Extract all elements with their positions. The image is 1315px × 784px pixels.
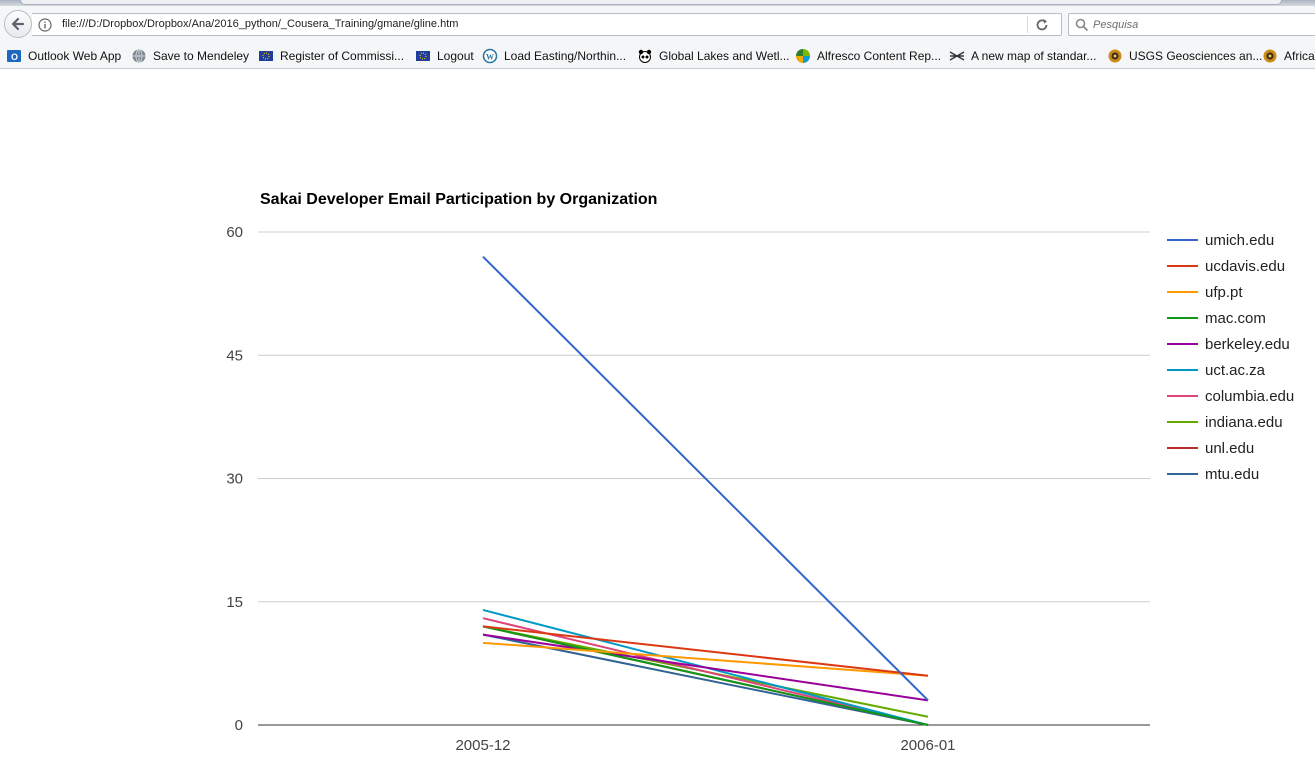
series-line-berkeley-edu: [482, 633, 929, 702]
chart-title: Sakai Developer Email Participation by O…: [260, 191, 657, 208]
bookmark-label: Save to Mendeley: [153, 49, 250, 63]
bookmarks-toolbar: O Outlook Web App Save to Mendeley Register…: [0, 42, 1315, 69]
legend-label: berkeley.edu: [1205, 336, 1290, 353]
back-button[interactable]: [4, 10, 32, 38]
y-tick-label: 0: [235, 717, 243, 734]
y-tick-label: 15: [226, 594, 243, 611]
legend-label: mtu.edu: [1205, 466, 1259, 483]
bookmark-item[interactable]: A new map of standar...: [949, 47, 1096, 65]
legend-label: uct.ac.za: [1205, 362, 1266, 379]
navigation-toolbar: file:///D:/Dropbox/Dropbox/Ana/2016_pyth…: [0, 6, 1315, 42]
outlook-icon: O: [6, 48, 22, 64]
bookmark-label: Load Easting/Northin...: [504, 49, 627, 63]
line-chart: Sakai Developer Email Participation by O…: [226, 191, 1294, 754]
series-line-umich-edu: [482, 255, 929, 702]
bookmark-item[interactable]: Africa: [1262, 47, 1315, 65]
series-line-ufp-pt: [482, 641, 929, 677]
bookmark-label: Africa: [1284, 49, 1315, 63]
legend-label: umich.edu: [1205, 232, 1274, 249]
eu-flag-icon: [415, 48, 431, 64]
bookmark-item[interactable]: O Outlook Web App: [6, 47, 121, 65]
bookmark-item[interactable]: Save to Mendeley: [131, 47, 249, 65]
tab-edge: [20, 0, 1282, 5]
legend-label: ucdavis.edu: [1205, 258, 1285, 275]
bookmark-label: Alfresco Content Rep...: [817, 49, 942, 63]
series-line-ucdavis-edu: [482, 625, 929, 677]
legend-label: mac.com: [1205, 310, 1266, 327]
bookmark-label: Outlook Web App: [28, 49, 122, 63]
y-tick-label: 60: [226, 224, 243, 241]
series-line-mac-com: [482, 625, 929, 726]
map-icon: [949, 48, 965, 64]
panda-icon: [637, 48, 653, 64]
bookmark-item[interactable]: USGS Geosciences an...: [1107, 47, 1262, 65]
bookmark-label: Register of Commissi...: [280, 49, 405, 63]
bookmark-label: USGS Geosciences an...: [1129, 49, 1263, 63]
legend-label: indiana.edu: [1205, 414, 1283, 431]
address-bar[interactable]: file:///D:/Dropbox/Dropbox/Ana/2016_pyth…: [32, 13, 1062, 36]
bookmark-item[interactable]: Global Lakes and Wetl...: [637, 47, 790, 65]
usgs-icon: [1107, 48, 1123, 64]
back-arrow-icon: [11, 17, 25, 31]
svg-text:O: O: [11, 52, 18, 62]
url-divider: [1027, 16, 1028, 33]
eu-flag-icon: [258, 48, 274, 64]
bookmark-label: A new map of standar...: [971, 49, 1097, 63]
x-tick-label: 2006-01: [900, 737, 955, 754]
legend-label: ufp.pt: [1205, 284, 1243, 301]
url-text[interactable]: file:///D:/Dropbox/Dropbox/Ana/2016_pyth…: [62, 18, 459, 30]
bookmark-item[interactable]: Logout: [415, 47, 474, 65]
legend-label: columbia.edu: [1205, 388, 1294, 405]
bookmark-label: Global Lakes and Wetl...: [659, 49, 790, 63]
x-tick-label: 2005-12: [455, 737, 510, 754]
wordpress-icon: W: [482, 48, 498, 64]
series-line-columbia-edu: [482, 617, 929, 726]
bookmark-item[interactable]: Register of Commissi...: [258, 47, 404, 65]
y-tick-label: 45: [226, 347, 243, 364]
globe-icon: [131, 48, 147, 64]
info-icon[interactable]: [38, 18, 52, 32]
search-input[interactable]: [1093, 17, 1303, 33]
y-tick-label: 30: [226, 471, 243, 488]
svg-text:W: W: [486, 53, 494, 62]
reload-icon[interactable]: [1034, 17, 1050, 33]
page-content: Sakai Developer Email Participation by O…: [0, 70, 1315, 784]
bookmark-item[interactable]: W Load Easting/Northin...: [482, 47, 626, 65]
search-bar[interactable]: [1068, 13, 1315, 36]
search-icon: [1075, 18, 1089, 32]
legend-label: unl.edu: [1205, 440, 1254, 457]
browser-top-strip: [0, 0, 1315, 6]
usgs-icon: [1262, 48, 1278, 64]
bookmark-item[interactable]: Alfresco Content Rep...: [795, 47, 941, 65]
bookmark-label: Logout: [437, 49, 474, 63]
series-line-mtu-edu: [482, 633, 929, 726]
alfresco-icon: [795, 48, 811, 64]
